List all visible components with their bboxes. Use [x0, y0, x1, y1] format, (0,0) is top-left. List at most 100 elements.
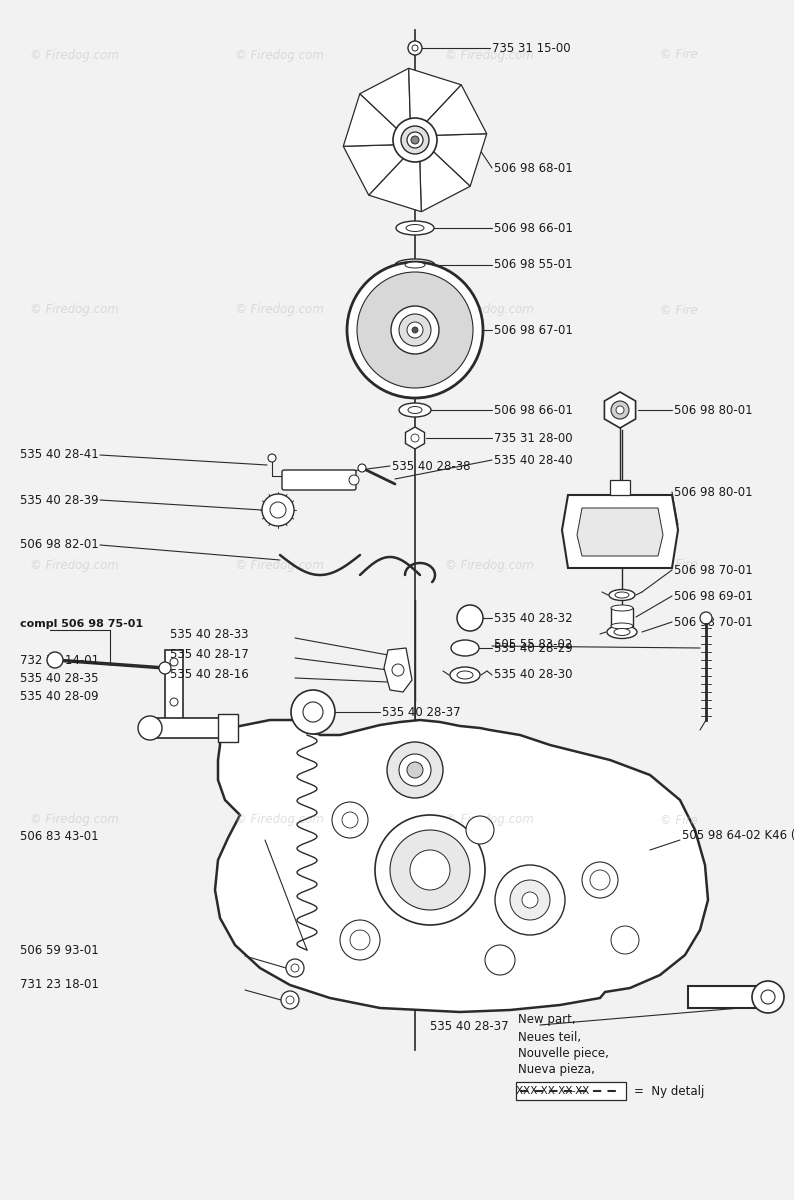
Text: Nouvelle piece,: Nouvelle piece, — [518, 1048, 609, 1061]
Circle shape — [412, 44, 418, 50]
Circle shape — [401, 126, 429, 154]
Circle shape — [332, 802, 368, 838]
Text: 732 21 14-01: 732 21 14-01 — [20, 654, 99, 666]
Text: 535 40 28-38: 535 40 28-38 — [392, 460, 471, 473]
Text: 535 40 28-37: 535 40 28-37 — [430, 1020, 509, 1032]
Polygon shape — [424, 85, 487, 136]
Polygon shape — [384, 648, 412, 692]
Polygon shape — [562, 494, 678, 568]
Circle shape — [761, 990, 775, 1004]
Circle shape — [752, 982, 784, 1013]
Circle shape — [407, 322, 423, 338]
Bar — [610, 480, 630, 494]
Circle shape — [408, 41, 422, 55]
Text: © Firedog.com: © Firedog.com — [235, 48, 324, 61]
Polygon shape — [343, 94, 399, 146]
Circle shape — [291, 690, 335, 734]
Circle shape — [485, 946, 515, 974]
Circle shape — [159, 662, 171, 674]
Ellipse shape — [611, 623, 633, 629]
Circle shape — [590, 870, 610, 890]
Ellipse shape — [457, 671, 473, 679]
Ellipse shape — [609, 589, 635, 600]
Text: © Firedog.com: © Firedog.com — [235, 814, 324, 827]
Text: 535 40 28-37: 535 40 28-37 — [382, 706, 461, 719]
Polygon shape — [368, 156, 422, 211]
Text: Nueva pieza,: Nueva pieza, — [518, 1063, 595, 1076]
Text: 535 40 28-16: 535 40 28-16 — [170, 667, 249, 680]
Polygon shape — [360, 68, 410, 131]
Text: 505 98 64-02 K46 (USA): 505 98 64-02 K46 (USA) — [682, 829, 794, 842]
Circle shape — [340, 920, 380, 960]
Circle shape — [47, 652, 63, 668]
FancyBboxPatch shape — [282, 470, 356, 490]
Circle shape — [349, 475, 359, 485]
Ellipse shape — [408, 407, 422, 414]
Circle shape — [611, 401, 629, 419]
Text: © Fire: © Fire — [660, 558, 698, 571]
Text: 735 31 28-00: 735 31 28-00 — [494, 432, 572, 444]
Text: © Fire: © Fire — [660, 814, 698, 827]
Text: 506 98 66-01: 506 98 66-01 — [494, 222, 573, 234]
Text: © Fire: © Fire — [660, 48, 698, 61]
Polygon shape — [604, 392, 635, 428]
Text: © Firedog.com: © Firedog.com — [235, 304, 324, 317]
Text: 535 40 28-35: 535 40 28-35 — [20, 672, 98, 684]
Polygon shape — [577, 508, 663, 556]
Bar — [516, 1082, 626, 1100]
Text: 731 23 18-01: 731 23 18-01 — [20, 978, 99, 991]
Text: © Firedog.com: © Firedog.com — [30, 558, 119, 571]
Polygon shape — [215, 720, 708, 1012]
Text: compl 506 98 75-01: compl 506 98 75-01 — [20, 619, 143, 629]
Bar — [611, 608, 633, 626]
Circle shape — [407, 132, 423, 148]
Text: © Fire: © Fire — [660, 304, 698, 317]
Ellipse shape — [396, 221, 434, 235]
Ellipse shape — [395, 259, 435, 271]
Ellipse shape — [450, 667, 480, 683]
Text: 535 40 28-30: 535 40 28-30 — [494, 668, 572, 682]
Text: 506 59 93-01: 506 59 93-01 — [20, 943, 98, 956]
Ellipse shape — [451, 640, 479, 656]
Text: © Firedog.com: © Firedog.com — [445, 814, 534, 827]
Circle shape — [170, 658, 178, 666]
Circle shape — [286, 996, 294, 1004]
Circle shape — [392, 664, 404, 676]
Text: © Firedog.com: © Firedog.com — [30, 304, 119, 317]
Circle shape — [268, 454, 276, 462]
Text: 506 98 80-01: 506 98 80-01 — [674, 403, 753, 416]
Circle shape — [393, 118, 437, 162]
Circle shape — [390, 830, 470, 910]
Text: 535 40 28-33: 535 40 28-33 — [170, 628, 249, 641]
Circle shape — [138, 716, 162, 740]
Circle shape — [412, 326, 418, 332]
Ellipse shape — [615, 592, 629, 598]
Ellipse shape — [405, 262, 425, 268]
Circle shape — [399, 754, 431, 786]
Text: =  Ny detalj: = Ny detalj — [634, 1085, 704, 1098]
Text: © Firedog.com: © Firedog.com — [445, 48, 534, 61]
Circle shape — [611, 926, 639, 954]
Circle shape — [286, 959, 304, 977]
Text: 535 40 28-40: 535 40 28-40 — [494, 454, 572, 467]
Circle shape — [303, 702, 323, 722]
Text: New part,: New part, — [518, 1014, 576, 1026]
Circle shape — [347, 262, 483, 398]
Circle shape — [407, 762, 423, 778]
Bar — [150, 718, 225, 738]
Text: © Firedog.com: © Firedog.com — [445, 304, 534, 317]
Text: 535 40 28-17: 535 40 28-17 — [170, 648, 249, 660]
Circle shape — [582, 862, 618, 898]
Circle shape — [391, 306, 439, 354]
Text: © Firedog.com: © Firedog.com — [30, 48, 119, 61]
Circle shape — [357, 272, 473, 388]
Circle shape — [466, 816, 494, 844]
Circle shape — [387, 742, 443, 798]
Bar — [165, 650, 183, 720]
Circle shape — [522, 892, 538, 908]
Ellipse shape — [399, 403, 431, 416]
Bar — [218, 714, 238, 742]
Circle shape — [170, 698, 178, 706]
Text: 506 98 66-01: 506 98 66-01 — [494, 403, 573, 416]
Circle shape — [410, 850, 450, 890]
